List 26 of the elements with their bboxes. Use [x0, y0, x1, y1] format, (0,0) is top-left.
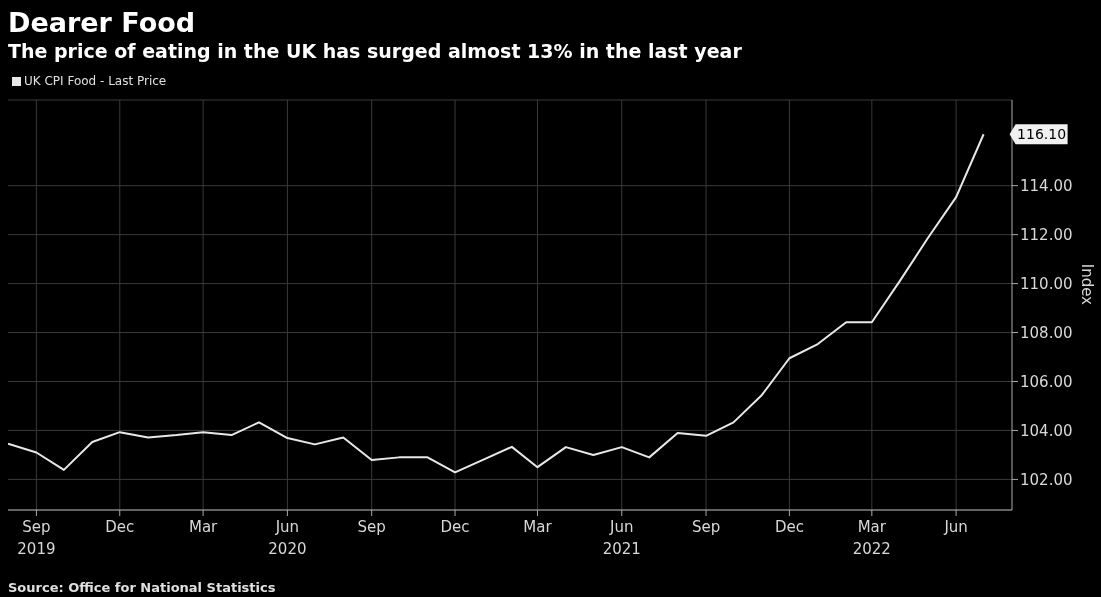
x-tick-label: Sep [357, 518, 386, 536]
y-axis-title: Index [1077, 263, 1096, 306]
chart-subtitle: The price of eating in the UK has surged almost 13% in the last year [7, 39, 743, 64]
x-tick-label: Sep 2019 [17, 518, 56, 558]
x-tick-label: Sep [691, 518, 721, 536]
x-tick-label: Dec [774, 518, 804, 536]
y-tick-label: 106.00 [1020, 372, 1073, 391]
x-tick-label: Jun 2021 [602, 518, 641, 558]
y-tick-label: 104.00 [1020, 421, 1073, 440]
y-tick-label: 112.00 [1020, 225, 1073, 244]
y-tick-label: 108.00 [1020, 323, 1073, 342]
y-tick-label: 110.00 [1020, 274, 1073, 293]
x-tick-label: Dec [105, 518, 135, 536]
line-series [8, 133, 985, 474]
source-note: Source: Office for National Statistics [8, 580, 276, 595]
x-tick-label: Dec [440, 518, 470, 536]
annotation: 116.10 [1017, 126, 1067, 143]
x-tick-label: Mar [188, 518, 219, 536]
chart-title: Dearer Food [7, 6, 197, 38]
y-tick-label: 114.00 [1020, 177, 1073, 195]
x-tick-label: Mar 2022 [852, 518, 891, 558]
x-tick-label: Jun [943, 518, 968, 536]
x-tick-label: Mar [523, 518, 553, 536]
legend-label: UK CPI Food - Last Price [23, 73, 167, 90]
x-tick-label: Jun 2020 [268, 518, 307, 558]
y-tick-label: 102.00 [1020, 470, 1073, 489]
